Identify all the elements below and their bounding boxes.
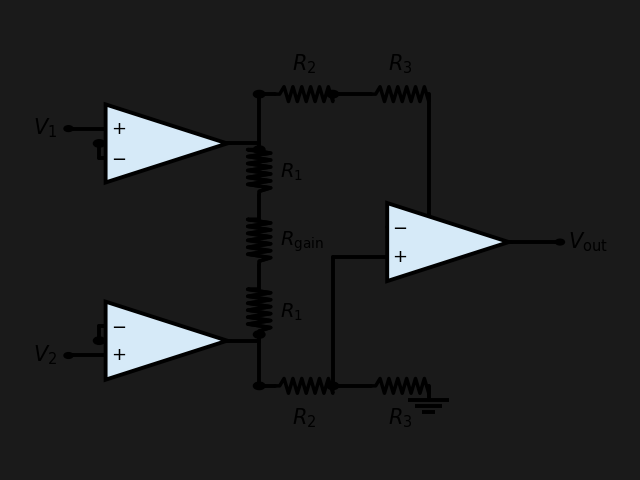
Text: $R_3$: $R_3$: [388, 52, 412, 76]
Circle shape: [64, 353, 73, 359]
Text: $V_{\mathrm{out}}$: $V_{\mathrm{out}}$: [568, 230, 607, 254]
Circle shape: [253, 382, 265, 390]
Text: $R_2$: $R_2$: [292, 52, 316, 76]
Circle shape: [93, 140, 105, 147]
Text: $V_2$: $V_2$: [33, 344, 58, 367]
Circle shape: [253, 90, 265, 98]
Circle shape: [556, 239, 564, 245]
Text: $-$: $-$: [392, 218, 408, 236]
Polygon shape: [106, 301, 227, 380]
Text: $R_{\mathrm{gain}}$: $R_{\mathrm{gain}}$: [280, 230, 324, 254]
Text: $+$: $+$: [111, 347, 126, 364]
Text: $+$: $+$: [111, 120, 126, 138]
Circle shape: [327, 90, 339, 98]
Circle shape: [253, 331, 265, 338]
Text: $-$: $-$: [111, 317, 126, 335]
Text: $-$: $-$: [111, 149, 126, 167]
Circle shape: [253, 146, 265, 153]
Text: $R_1$: $R_1$: [280, 301, 303, 323]
Polygon shape: [387, 203, 509, 281]
Circle shape: [64, 126, 73, 132]
Text: $R_3$: $R_3$: [388, 407, 412, 430]
Text: $R_2$: $R_2$: [292, 407, 316, 430]
Text: $R_1$: $R_1$: [280, 162, 303, 183]
Polygon shape: [106, 105, 227, 182]
Circle shape: [93, 337, 105, 344]
Circle shape: [327, 382, 339, 390]
Text: $+$: $+$: [392, 248, 408, 266]
Text: $V_1$: $V_1$: [33, 117, 58, 141]
